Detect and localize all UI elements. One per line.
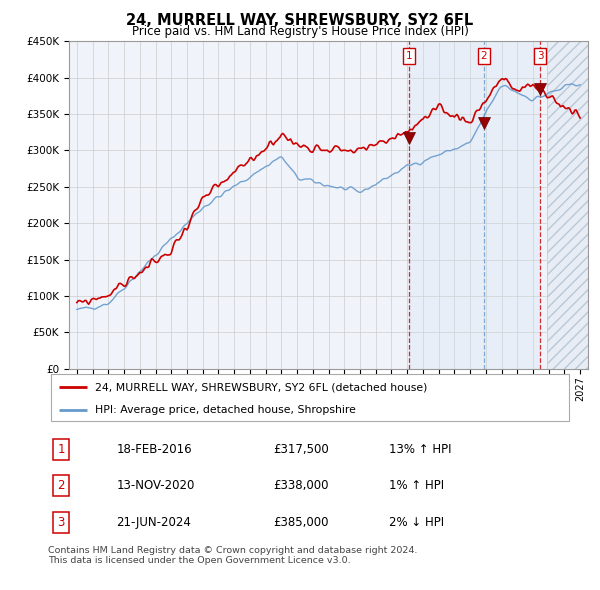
Text: 2: 2 <box>58 479 65 492</box>
Text: £338,000: £338,000 <box>274 479 329 492</box>
Text: 13-NOV-2020: 13-NOV-2020 <box>116 479 194 492</box>
Text: 18-FEB-2016: 18-FEB-2016 <box>116 443 192 456</box>
Text: £385,000: £385,000 <box>274 516 329 529</box>
Text: £317,500: £317,500 <box>274 443 329 456</box>
Bar <box>409 41 541 369</box>
Text: 1: 1 <box>406 51 412 61</box>
Bar <box>547 41 588 369</box>
Text: 13% ↑ HPI: 13% ↑ HPI <box>389 443 452 456</box>
Text: 1: 1 <box>58 443 65 456</box>
Text: This data is licensed under the Open Government Licence v3.0.: This data is licensed under the Open Gov… <box>48 556 350 565</box>
Text: 24, MURRELL WAY, SHREWSBURY, SY2 6FL (detached house): 24, MURRELL WAY, SHREWSBURY, SY2 6FL (de… <box>95 382 428 392</box>
Text: 1% ↑ HPI: 1% ↑ HPI <box>389 479 445 492</box>
Text: Price paid vs. HM Land Registry's House Price Index (HPI): Price paid vs. HM Land Registry's House … <box>131 25 469 38</box>
Text: 2: 2 <box>481 51 487 61</box>
FancyBboxPatch shape <box>50 375 569 421</box>
Bar <box>547 41 588 369</box>
Text: 3: 3 <box>58 516 65 529</box>
Text: 3: 3 <box>537 51 544 61</box>
Text: 2% ↓ HPI: 2% ↓ HPI <box>389 516 445 529</box>
Text: 21-JUN-2024: 21-JUN-2024 <box>116 516 191 529</box>
Text: 24, MURRELL WAY, SHREWSBURY, SY2 6FL: 24, MURRELL WAY, SHREWSBURY, SY2 6FL <box>127 13 473 28</box>
Text: HPI: Average price, detached house, Shropshire: HPI: Average price, detached house, Shro… <box>95 405 356 415</box>
Text: Contains HM Land Registry data © Crown copyright and database right 2024.: Contains HM Land Registry data © Crown c… <box>48 546 418 555</box>
